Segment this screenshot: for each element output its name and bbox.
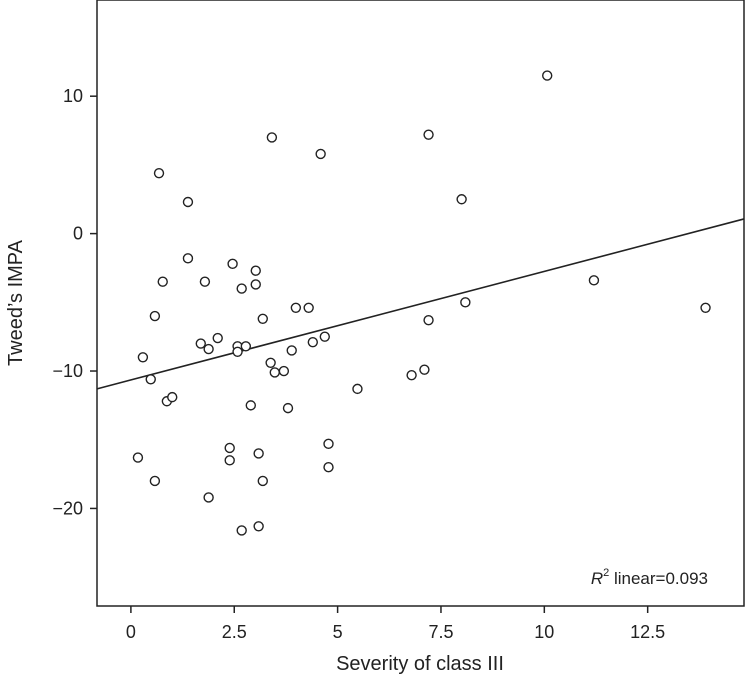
data-point	[203, 492, 214, 503]
data-point	[700, 302, 711, 314]
data-point	[157, 276, 168, 287]
data-point	[265, 357, 276, 368]
data-point	[315, 148, 326, 160]
x-tick-label: 10	[534, 622, 554, 642]
data-point	[253, 448, 264, 459]
data-point	[323, 438, 334, 450]
data-point	[278, 365, 290, 377]
data-point	[456, 194, 467, 205]
data-point	[224, 455, 235, 466]
data-point	[224, 442, 235, 454]
data-point	[460, 297, 471, 308]
r2-annotation: R2 linear=0.093	[591, 567, 708, 588]
data-point	[153, 167, 165, 179]
data-point	[290, 302, 302, 314]
y-tick-label: −20	[52, 498, 83, 518]
data-point	[227, 258, 238, 270]
data-point	[266, 132, 278, 143]
y-tick-label: 10	[63, 86, 83, 106]
data-point	[423, 129, 434, 140]
data-point	[307, 336, 319, 348]
data-point	[282, 402, 294, 414]
x-tick-label: 2.5	[222, 622, 247, 642]
data-point	[236, 283, 247, 294]
y-tick-label: 0	[73, 224, 83, 244]
data-point	[303, 302, 314, 314]
data-point	[149, 475, 161, 487]
data-point	[199, 276, 211, 287]
data-point	[419, 364, 430, 375]
data-point	[286, 345, 297, 356]
data-point	[195, 338, 206, 349]
data-point	[250, 265, 261, 276]
y-axis-label: Tweed’s IMPA	[5, 239, 27, 366]
data-point	[145, 374, 156, 385]
data-point	[167, 391, 178, 403]
data-point	[352, 383, 363, 395]
data-point	[232, 346, 243, 357]
data-point	[149, 310, 161, 322]
data-point	[253, 521, 264, 532]
data-point	[542, 70, 553, 81]
data-point	[250, 279, 261, 290]
data-point	[406, 369, 417, 381]
data-point	[423, 314, 434, 326]
x-tick-label: 12.5	[630, 622, 665, 642]
data-point	[257, 313, 268, 325]
plot-frame	[96, 0, 745, 607]
data-point	[182, 253, 194, 264]
x-tick-label: 0	[126, 622, 136, 642]
data-point	[269, 367, 280, 378]
data-point	[257, 475, 268, 487]
data-point	[132, 452, 144, 463]
data-point	[236, 525, 247, 536]
data-point	[137, 352, 149, 363]
data-point	[588, 275, 600, 286]
data-point	[319, 331, 330, 342]
data-point	[212, 332, 223, 344]
x-tick-label: 5	[333, 622, 343, 642]
x-axis-label: Severity of class III	[336, 653, 504, 675]
x-tick-label: 7.5	[428, 622, 453, 642]
regression-line	[96, 218, 745, 390]
data-point	[323, 462, 334, 473]
data-point	[182, 196, 194, 208]
data-point	[245, 400, 256, 411]
data-point	[203, 343, 214, 355]
data-point	[240, 341, 252, 352]
y-tick-label: −10	[52, 361, 83, 381]
